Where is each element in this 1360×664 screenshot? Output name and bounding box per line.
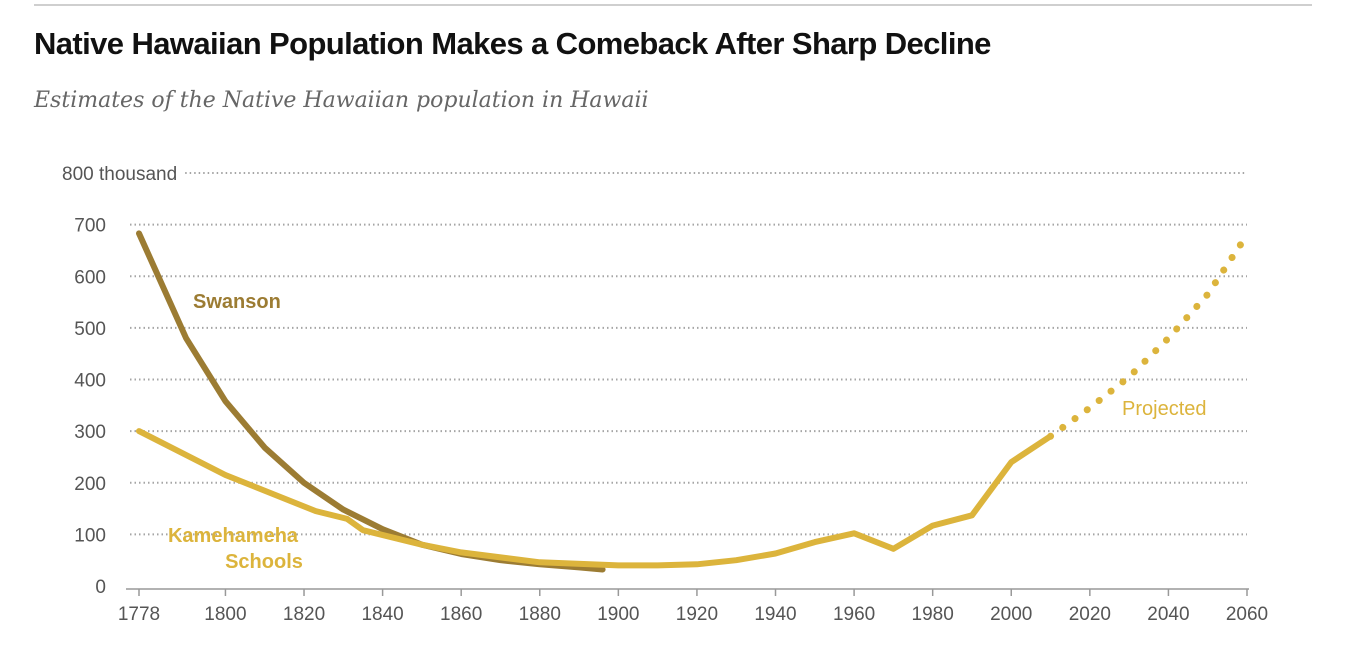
y-tick-label: 0: [95, 577, 106, 598]
chart-subtitle: Estimates of the Native Hawaiian populat…: [34, 88, 649, 113]
y-tick-label: 400: [74, 371, 106, 392]
x-tick-label: 1940: [754, 604, 796, 625]
projected-label: Projected: [1122, 398, 1207, 420]
y-axis-labels: 800 thousand 0 100 200 300 400 500 600 700: [62, 164, 177, 598]
y-tick-label: 500: [74, 319, 106, 340]
x-tick-label: 2060: [1226, 604, 1268, 625]
top-rule: [34, 4, 1312, 6]
y-tick-label: 700: [74, 216, 106, 237]
y-tick-label: 600: [74, 267, 106, 288]
series-label-kamehameha: Kamehameha: [168, 525, 299, 547]
x-tick-label: 2000: [990, 604, 1032, 625]
chart-title: Native Hawaiian Population Makes a Comeb…: [34, 26, 991, 61]
series-line-swanson: [136, 230, 606, 573]
gridlines: [130, 172, 1247, 536]
x-tick-label: 1800: [204, 604, 246, 625]
x-tick-label: 1820: [283, 604, 325, 625]
x-tick-label: 1980: [912, 604, 954, 625]
x-tick-label: 2040: [1147, 604, 1189, 625]
x-tick-label: 1778: [118, 604, 160, 625]
x-axis: [126, 588, 1249, 596]
y-tick-label: 200: [74, 474, 106, 495]
series-label-schools: Schools: [225, 551, 303, 573]
y-tick-label: 300: [74, 422, 106, 443]
series-labels: Swanson Kamehameha Schools Projected: [168, 291, 1207, 573]
x-tick-label: 1860: [440, 604, 482, 625]
series-line-projected: [1047, 231, 1251, 440]
x-tick-label: 1900: [597, 604, 639, 625]
series-lines: [136, 230, 1251, 573]
x-tick-label: 1920: [676, 604, 718, 625]
x-axis-labels: 1778 1800 1820 1840 1860 1880 1900 1920 1940 1960…: [118, 604, 1268, 625]
x-tick-label: 1880: [519, 604, 561, 625]
x-tick-label: 2020: [1069, 604, 1111, 625]
x-tick-label: 1960: [833, 604, 875, 625]
series-label-swanson: Swanson: [193, 291, 281, 313]
x-tick-label: 1840: [361, 604, 403, 625]
series-line-kamehameha-schools: [136, 428, 1054, 569]
y-tick-label: 100: [74, 525, 106, 546]
y-unit-label: 800 thousand: [62, 164, 177, 185]
